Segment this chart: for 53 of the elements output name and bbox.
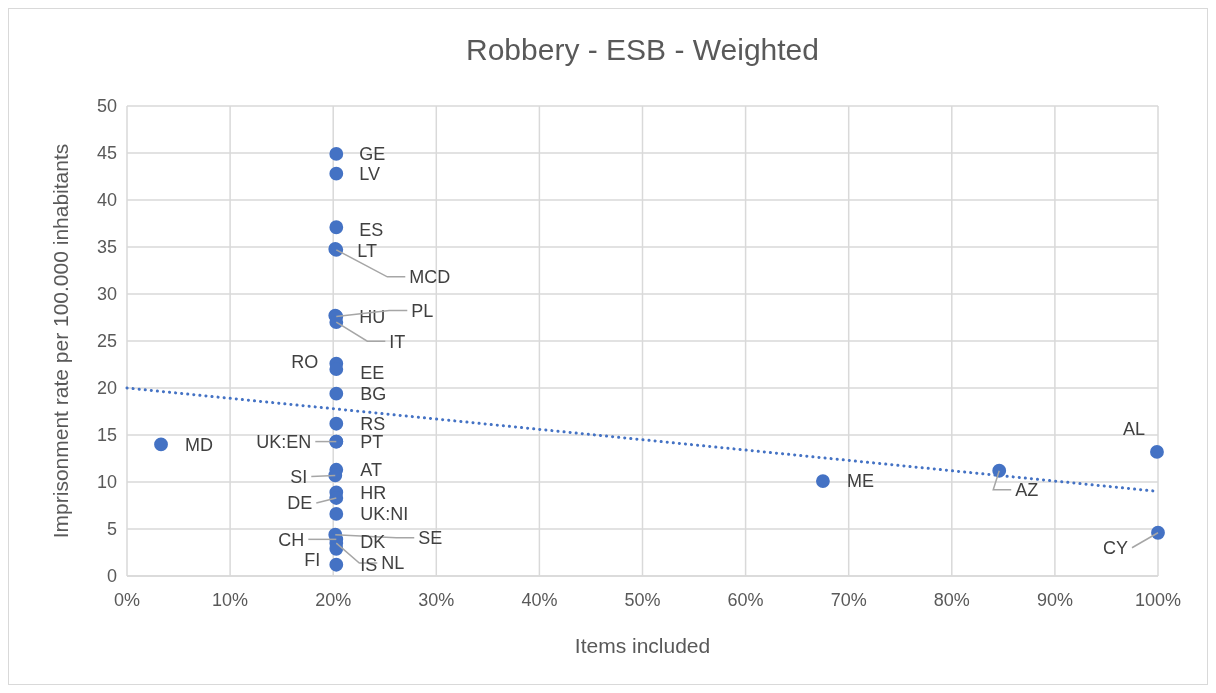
y-tick-label: 30 (96, 284, 117, 305)
y-tick-label: 50 (96, 96, 117, 117)
x-tick-label: 100% (1134, 590, 1182, 610)
annotation: UK:NI (360, 504, 409, 525)
chart-title: Robbery - ESB - Weighted (466, 33, 819, 66)
y-tick-label: 45 (96, 143, 117, 164)
x-axis-title: Items included (574, 634, 711, 657)
y-tick-label: 0 (106, 566, 117, 587)
x-tick-label: 30% (418, 590, 455, 610)
annotation: MD (185, 434, 214, 455)
x-tick-label: 50% (624, 590, 661, 610)
annotation: ME (846, 471, 874, 492)
annotation: IS (360, 555, 378, 576)
x-tick-label: 90% (1036, 590, 1073, 610)
x-tick-label: 40% (521, 590, 558, 610)
annotation: CH (278, 529, 305, 550)
annotation: DE (287, 493, 313, 514)
annotation: AT (360, 460, 382, 481)
annotation: AZ (1015, 480, 1039, 501)
annotation: LV (359, 163, 380, 184)
y-tick-label: 25 (96, 331, 117, 352)
y-tick-label: 20 (96, 378, 117, 399)
annotation: SE (418, 527, 443, 548)
annotation: LT (357, 241, 377, 262)
annotation: BG (360, 383, 387, 404)
x-tick-label: 80% (933, 590, 970, 610)
x-tick-label: 0% (113, 590, 141, 610)
annotation: EE (360, 362, 385, 383)
annotation: UK:EN (256, 431, 312, 452)
y-tick-label: 40 (96, 190, 117, 211)
x-tick-label: 20% (315, 590, 352, 610)
annotation: RO (291, 351, 319, 372)
annotation: IT (389, 331, 406, 352)
annotation: HR (360, 482, 387, 503)
y-tick-label: 10 (96, 472, 117, 493)
x-tick-label: 10% (212, 590, 249, 610)
y-tick-label: 35 (96, 237, 117, 258)
annotation: HU (359, 306, 386, 327)
annotation: ES (359, 219, 384, 240)
annotation: SI (290, 466, 308, 487)
annotation: FI (304, 550, 321, 571)
y-axis-title: Imprisonment rate per 100.000 inhabitants (49, 143, 72, 539)
x-tick-label: 60% (727, 590, 764, 610)
annotation: AL (1122, 419, 1145, 440)
y-tick-label: 15 (96, 425, 117, 446)
x-tick-label: 70% (830, 590, 867, 610)
annotation: NL (381, 553, 405, 574)
annotation: GE (359, 144, 386, 165)
annotation: MCD (409, 267, 451, 288)
y-tick-label: 5 (106, 519, 117, 540)
annotation: DK (360, 532, 386, 553)
annotation: PL (411, 300, 434, 321)
annotation: CY (1102, 538, 1128, 559)
